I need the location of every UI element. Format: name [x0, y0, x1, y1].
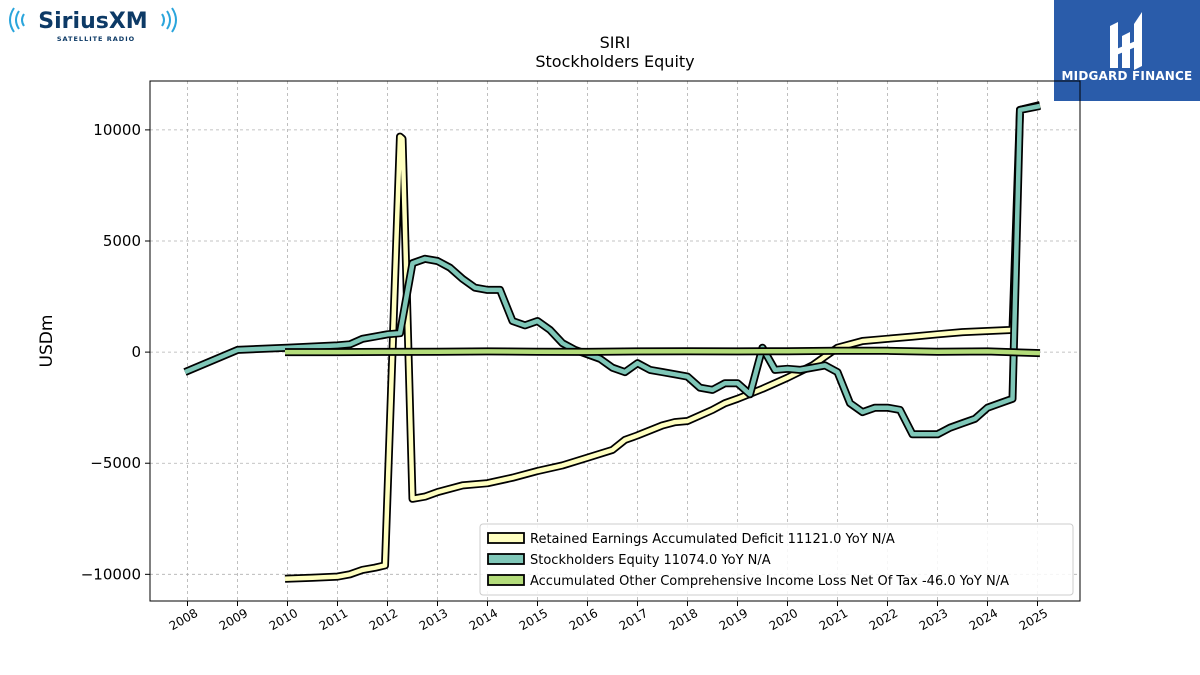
x-tick-label: 2018: [667, 606, 700, 633]
y-tick-label: −5000: [90, 454, 141, 472]
midgard-finance-wordmark: MIDGARD FINANCE: [1061, 69, 1193, 83]
x-tick-label: 2015: [517, 606, 550, 633]
legend-label: Retained Earnings Accumulated Deficit 11…: [530, 532, 895, 547]
grid: [150, 81, 1080, 601]
x-tick-label: 2020: [767, 606, 800, 633]
legend-swatch: [487, 532, 525, 544]
x-tick-label: 2011: [317, 606, 350, 633]
y-axis-label: USDm: [37, 315, 57, 368]
x-tick-label: 2024: [967, 606, 1000, 633]
y-tick-label: −10000: [81, 565, 141, 583]
x-tick-label: 2022: [867, 606, 900, 633]
legend-swatch: [487, 553, 525, 565]
legend-label: Accumulated Other Comprehensive Income L…: [530, 574, 1009, 589]
siriusxm-wordmark: SiriusXM: [38, 9, 147, 34]
series-line-outline-1: [183, 102, 1041, 439]
x-tick-label: 2014: [467, 606, 500, 633]
x-tick-label: 2019: [717, 606, 750, 633]
series-lines: [183, 101, 1041, 583]
series-line-2: [285, 348, 1041, 356]
legend-box: [479, 523, 1074, 596]
x-tick-label: 2013: [417, 606, 450, 633]
x-tick-label: 2008: [167, 606, 200, 633]
x-tick-label: 2017: [617, 606, 650, 633]
midgard-monogram-icon: [1110, 12, 1142, 70]
legend: Retained Earnings Accumulated Deficit 11…: [479, 523, 1074, 596]
legend-swatch: [487, 574, 525, 586]
legend-label: Stockholders Equity 11074.0 YoY N/A: [530, 553, 771, 568]
series-line-0: [284, 102, 1041, 582]
x-tick-label: 2016: [567, 606, 600, 633]
chart-title: SIRI: [599, 33, 631, 52]
x-tick-label: 2012: [367, 606, 400, 633]
siriusxm-tagline: SATELLITE RADIO: [57, 35, 135, 43]
chart-subtitle: Stockholders Equity: [535, 52, 695, 71]
y-tick-label: 10000: [93, 121, 141, 139]
x-tick-label: 2010: [267, 606, 300, 633]
midgard-finance-logo: MIDGARD FINANCE: [1054, 0, 1200, 101]
x-tick-label: 2021: [817, 606, 850, 633]
series-line-1: [184, 103, 1041, 437]
y-tick-label: 0: [131, 343, 141, 361]
y-tick-label: 5000: [103, 232, 141, 250]
plot-area: [149, 80, 1081, 602]
siriusxm-logo: SiriusXM SATELLITE RADIO: [9, 7, 177, 43]
x-tick-label: 2023: [917, 606, 950, 633]
x-tick-label: 2009: [217, 606, 250, 633]
x-tick-label: 2025: [1017, 606, 1050, 633]
